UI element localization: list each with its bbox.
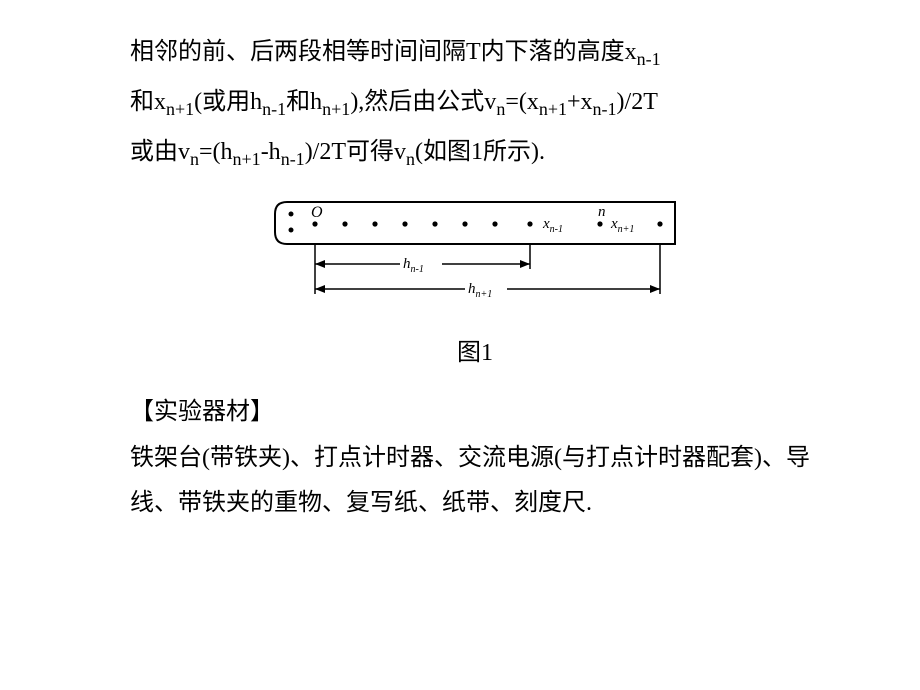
paragraph-line-1: 相邻的前、后两段相等时间间隔T内下落的高度xn-1 xyxy=(130,30,820,76)
subscript: n+1 xyxy=(166,99,194,119)
text-fragment: 相邻的前、后两段相等时间间隔T内下落的高度x xyxy=(130,39,637,65)
subscript: n-1 xyxy=(262,99,286,119)
subscript: n-1 xyxy=(593,99,617,119)
text-fragment: (如图1所示). xyxy=(415,139,545,165)
n-label: n xyxy=(598,204,606,220)
subscript: n xyxy=(190,149,199,169)
section-heading: 【实验器材】 xyxy=(130,390,820,436)
dim-h-nm1: hn-1 xyxy=(315,254,530,275)
paragraph-line-3: 或由vn=(hn+1-hn-1)/2T可得vn(如图1所示). xyxy=(130,130,820,176)
origin-label: O xyxy=(311,204,323,221)
text-fragment: )/2T xyxy=(617,89,658,115)
text-fragment: 和h xyxy=(286,89,322,115)
text-fragment: =(h xyxy=(199,139,233,165)
subscript: n xyxy=(496,99,505,119)
equipment-list: 铁架台(带铁夹)、打点计时器、交流电源(与打点计时器配套)、导线、带铁夹的重物、… xyxy=(130,436,820,527)
text-fragment: 或由v xyxy=(130,139,190,165)
subscript: n xyxy=(406,149,415,169)
text-fragment: )/2T可得v xyxy=(305,139,406,165)
text-fragment: -h xyxy=(261,139,281,165)
text-fragment: +x xyxy=(567,89,593,115)
ruler-hole xyxy=(289,211,294,216)
ruler-hole xyxy=(289,227,294,232)
subscript: n-1 xyxy=(637,49,661,69)
diagram-svg: O xn-1 n xn+1 xyxy=(265,194,685,304)
paragraph-line-2: 和xn+1(或用hn-1和hn+1),然后由公式vn=(xn+1+xn-1)/2… xyxy=(130,80,820,126)
subscript: n+1 xyxy=(539,99,567,119)
figure-1: O xn-1 n xn+1 xyxy=(130,194,820,376)
subscript: n+1 xyxy=(322,99,350,119)
text-fragment: 和x xyxy=(130,89,166,115)
text-fragment: ),然后由公式v xyxy=(350,89,496,115)
subscript: n-1 xyxy=(281,149,305,169)
subscript: n+1 xyxy=(233,149,261,169)
text-fragment: =(x xyxy=(505,89,539,115)
figure-caption: 图1 xyxy=(130,331,820,377)
x-np1-label: xn+1 xyxy=(610,216,634,235)
text-fragment: (或用h xyxy=(194,89,262,115)
x-nm1-label: xn-1 xyxy=(542,216,563,235)
dim-h-np1: hn+1 xyxy=(315,279,660,300)
